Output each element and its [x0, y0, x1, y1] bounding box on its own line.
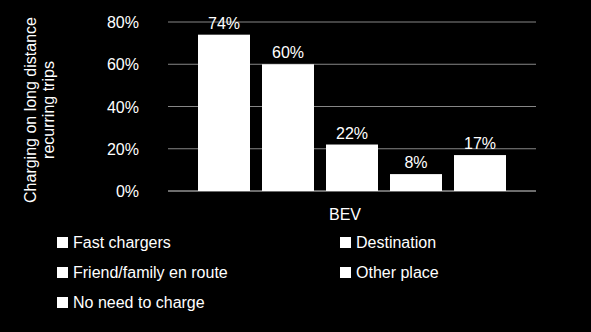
- tick-label: 80%: [107, 14, 139, 31]
- data-label: 17%: [464, 135, 496, 152]
- bar: [454, 155, 506, 191]
- y-axis-label: Charging on long distancerecurring trips: [22, 17, 57, 203]
- tick-label: 40%: [107, 99, 139, 116]
- legend-label: Other place: [356, 264, 439, 281]
- y-axis-label-line: recurring trips: [40, 61, 57, 159]
- legend: Fast chargers Destination Friend/family en…: [57, 234, 439, 311]
- legend-label: Friend/family en route: [73, 264, 228, 281]
- bar: [198, 35, 250, 191]
- legend-label: Fast chargers: [73, 234, 171, 251]
- data-label: 74%: [208, 15, 240, 32]
- background: [0, 0, 591, 332]
- tick-label: 60%: [107, 56, 139, 73]
- data-label: 22%: [336, 125, 368, 142]
- data-label: 8%: [404, 154, 427, 171]
- legend-label: No need to charge: [73, 294, 205, 311]
- legend-swatch: [57, 297, 68, 308]
- data-label: 60%: [272, 44, 304, 61]
- legend-label: Destination: [356, 234, 436, 251]
- page: {"chart_data": {"type": "bar", "y_label"…: [0, 0, 591, 332]
- bars: [198, 35, 506, 191]
- legend-swatch: [57, 237, 68, 248]
- bar: [326, 145, 378, 191]
- y-axis-label-line: Charging on long distance: [22, 17, 39, 203]
- bar: [262, 64, 314, 191]
- legend-swatch: [340, 267, 351, 278]
- category-label: BEV: [329, 206, 361, 223]
- tick-label: 0%: [116, 183, 139, 200]
- legend-swatch: [57, 267, 68, 278]
- y-axis-line: [168, 22, 169, 191]
- legend-swatch: [340, 237, 351, 248]
- tick-label: 20%: [107, 141, 139, 158]
- chart: 0% 20% 40% 60% 80% 74% 60% 22% 8% 17% BEV Charging …: [0, 0, 591, 332]
- data-labels: 74% 60% 22% 8% 17%: [208, 15, 496, 171]
- bar: [390, 174, 442, 191]
